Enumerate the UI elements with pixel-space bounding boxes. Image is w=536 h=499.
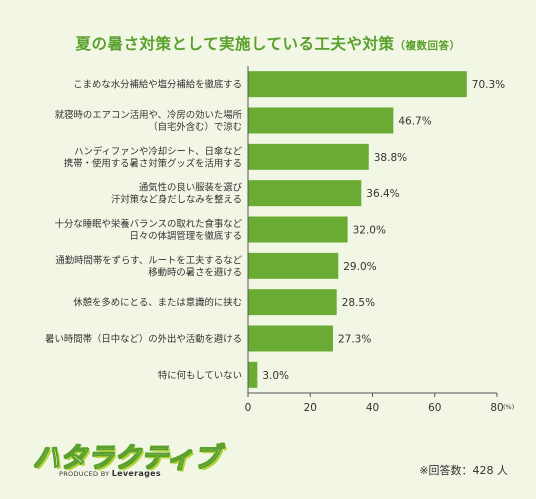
category-label: 移動時の暑さを避ける <box>148 266 242 278</box>
chart-subtitle: （複数回答） <box>394 40 461 52</box>
value-label: 28.5% <box>342 297 375 309</box>
bar <box>248 216 348 243</box>
logo-company: Leverages <box>111 469 161 478</box>
x-tick-label: 0 <box>245 402 252 414</box>
category-label: ハンディファンや冷却シート、日傘など <box>74 145 243 157</box>
value-label: 36.4% <box>366 188 399 200</box>
value-label: 3.0% <box>262 370 289 382</box>
bar <box>248 107 394 134</box>
category-label: こまめな水分補給や塩分補給を徹底する <box>73 79 242 91</box>
category-label: 十分な睡眠や栄養バランスの取れた食事など <box>55 218 243 230</box>
bar <box>248 361 258 388</box>
category-label: 通勤時間帯をずらす、ルートを工夫するなど <box>55 254 242 266</box>
category-label: 汗対策など身だしなみを整える <box>111 194 242 206</box>
category-label: 就寝時のエアコン活用や、冷房の効いた場所 <box>55 109 242 121</box>
value-labels: 70.3% 46.7% 38.8% 36.4% 32.0% 29.0% 28.5% 27.3%… <box>262 79 505 382</box>
bars-layer <box>248 71 467 388</box>
category-label: 通気性の良い服装を選び <box>139 182 243 194</box>
category-label: （自宅外含む）で涼む <box>148 121 242 133</box>
logo-produced-text: PRODUCED BY <box>59 470 110 478</box>
category-labels: こまめな水分補給や塩分補給を徹底する就寝時のエアコン活用や、冷房の効いた場所（自… <box>45 79 243 382</box>
bar <box>248 71 467 98</box>
value-label: 38.8% <box>374 152 407 164</box>
brand-logo: ハタラクティブ PRODUCED BY Leverages <box>32 436 220 486</box>
value-label: 32.0% <box>353 225 386 237</box>
logo-produced-by: PRODUCED BY Leverages <box>59 469 161 478</box>
response-count-note: ※回答数：428 人 <box>419 464 508 477</box>
category-label: 特に何もしていない <box>158 369 242 381</box>
category-label: 携帯・使用する暑さ対策グッズを活用する <box>64 157 242 169</box>
bar <box>248 252 339 279</box>
logo-wordmark: ハタラクティブ <box>32 443 221 475</box>
value-label: 27.3% <box>338 334 371 346</box>
bar <box>248 289 337 316</box>
x-tick-label: 80 <box>490 402 503 414</box>
x-tick-label: 60 <box>428 402 441 414</box>
category-label: 日々の体調管理を徹底する <box>129 230 242 242</box>
x-unit-label: (%) <box>503 403 514 411</box>
category-label: 休憩を多めにとる、または意識的に挟む <box>73 297 242 309</box>
x-axis: 0 20 40 60 80 (%) <box>245 66 514 414</box>
x-tick-label: 20 <box>304 402 317 414</box>
chart-title: 夏の暑さ対策として実施している工夫や対策（複数回答） <box>0 32 536 54</box>
value-label: 29.0% <box>343 261 376 273</box>
category-label: 暑い時間帯（日中など）の外出や活動を避ける <box>45 333 242 345</box>
bar <box>248 180 362 207</box>
chart-title-main: 夏の暑さ対策として実施している工夫や対策 <box>75 35 395 53</box>
value-label: 70.3% <box>472 79 505 91</box>
bar <box>248 143 369 170</box>
x-tick-label: 40 <box>366 402 379 414</box>
bar <box>248 325 333 352</box>
value-label: 46.7% <box>398 116 431 128</box>
